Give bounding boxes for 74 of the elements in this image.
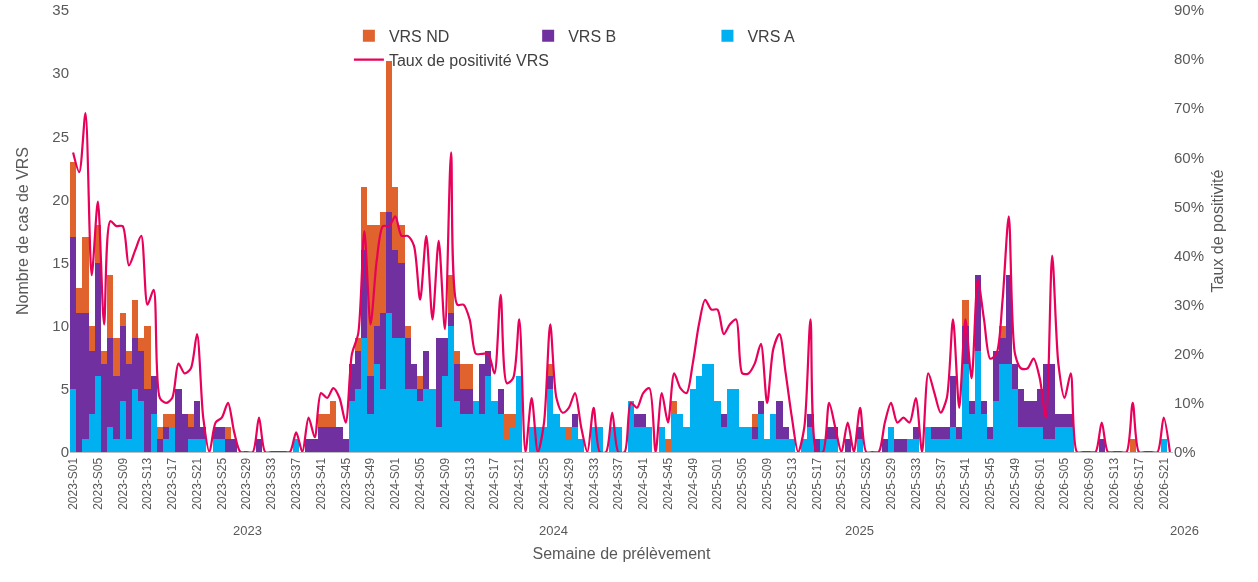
x-tick-label: 2026-S13 — [1107, 457, 1122, 510]
x-tick-label: 2024-S05 — [413, 457, 428, 510]
x-tick-label: 2026-S21 — [1156, 457, 1171, 510]
x-tick-label: 2025-S49 — [1007, 457, 1022, 510]
x-tick-label: 2025-S29 — [883, 457, 898, 510]
x-tick-label: 2024-S17 — [487, 457, 502, 510]
x-tick-label: 2024-S49 — [685, 457, 700, 510]
x-tick-label: 2025-S25 — [859, 457, 874, 510]
y-tick-label: 5 — [60, 380, 69, 398]
y-tick-label: 15 — [52, 253, 69, 271]
y2-tick-label: 30% — [1174, 295, 1205, 313]
y2-tick-label: 20% — [1174, 345, 1205, 363]
x-tick-label: 2024-S01 — [388, 457, 403, 510]
legend-label: Taux de positivité VRS — [388, 51, 549, 69]
x-tick-label: 2023-S01 — [66, 457, 80, 510]
x-axis-title: Semaine de prélèvement — [532, 544, 711, 562]
x-tick-label: 2024-S29 — [561, 457, 576, 510]
x-tick-label: 2024-S45 — [660, 457, 675, 510]
y-tick-label: 35 — [52, 1, 69, 19]
x-tick-label: 2026-S05 — [1057, 457, 1072, 510]
x-tick-label: 2025-S45 — [983, 457, 998, 510]
x-tick-label: 2023-S45 — [338, 457, 353, 510]
y-tick-label: 0 — [60, 443, 69, 461]
x-tick-label: 2025-S17 — [809, 457, 824, 510]
y-tick-label: 10 — [52, 316, 69, 334]
y2-tick-label: 10% — [1174, 394, 1205, 412]
x-tick-label: 2024-S33 — [586, 457, 601, 510]
x-tick-label: 2025-S21 — [834, 457, 849, 510]
x-tick-label: 2025-S13 — [784, 457, 799, 510]
legend-label: VRS A — [747, 27, 795, 45]
legend-label: VRS ND — [388, 27, 450, 45]
x-tick-label: 2024-S09 — [437, 457, 452, 510]
x-tick-label: 2025-S09 — [760, 457, 775, 510]
x-tick-label: 2024-S37 — [611, 457, 626, 510]
x-tick-label: 2023-S49 — [363, 457, 378, 510]
y2-tick-label: 80% — [1174, 50, 1205, 68]
x-tick-label: 2023-S29 — [239, 457, 254, 510]
x-tick-label: 2025-S33 — [908, 457, 923, 510]
x-tick-label: 2026-S01 — [1032, 457, 1047, 510]
x-tick-label: 2026-S17 — [1131, 457, 1146, 510]
x-tick-label: 2024-S21 — [512, 457, 527, 510]
x-tick-label: 2026-S09 — [1082, 457, 1097, 510]
x-tick-label: 2023-S17 — [165, 457, 180, 510]
y2-tick-label: 40% — [1174, 246, 1205, 264]
text: 2023 — [233, 523, 262, 538]
x-tick-label: 2025-S41 — [958, 457, 973, 510]
y-tick-label: 20 — [52, 190, 69, 208]
x-tick-label: 2025-S37 — [933, 457, 948, 510]
x-tick-label: 2024-S13 — [462, 457, 477, 510]
x-tick-label: 2025-S01 — [710, 457, 725, 510]
x-tick-label: 2024-S41 — [636, 457, 651, 510]
x-tick-label: 2023-S25 — [214, 457, 229, 510]
x-tick-label: 2025-S05 — [735, 457, 750, 510]
text: 2025 — [845, 523, 874, 538]
text: 2024 — [539, 523, 568, 538]
legend-label: VRS B — [568, 27, 617, 45]
x-tick-label: 2024-S25 — [536, 457, 551, 510]
x-tick-label: 2023-S41 — [313, 457, 328, 510]
x-tick-label: 2023-S05 — [90, 457, 105, 510]
y2-tick-label: 60% — [1174, 148, 1205, 166]
y-tick-label: 30 — [52, 64, 69, 82]
x-tick-label: 2023-S21 — [189, 457, 204, 510]
y2-axis-title: Taux de positivité — [1209, 169, 1226, 293]
y-tick-label: 25 — [52, 127, 69, 145]
y2-tick-label: 50% — [1174, 197, 1205, 215]
x-tick-label: 2023-S13 — [140, 457, 155, 510]
y2-tick-label: 90% — [1174, 1, 1205, 19]
x-tick-label: 2023-S37 — [289, 457, 304, 510]
y-axis-title: Nombre de cas de VRS — [14, 146, 31, 316]
x-tick-label: 2023-S33 — [264, 457, 279, 510]
x-tick-label: 2023-S09 — [115, 457, 130, 510]
y2-tick-label: 70% — [1174, 99, 1205, 117]
text: 2026 — [1170, 523, 1199, 538]
y2-tick-label: 0% — [1174, 443, 1196, 461]
